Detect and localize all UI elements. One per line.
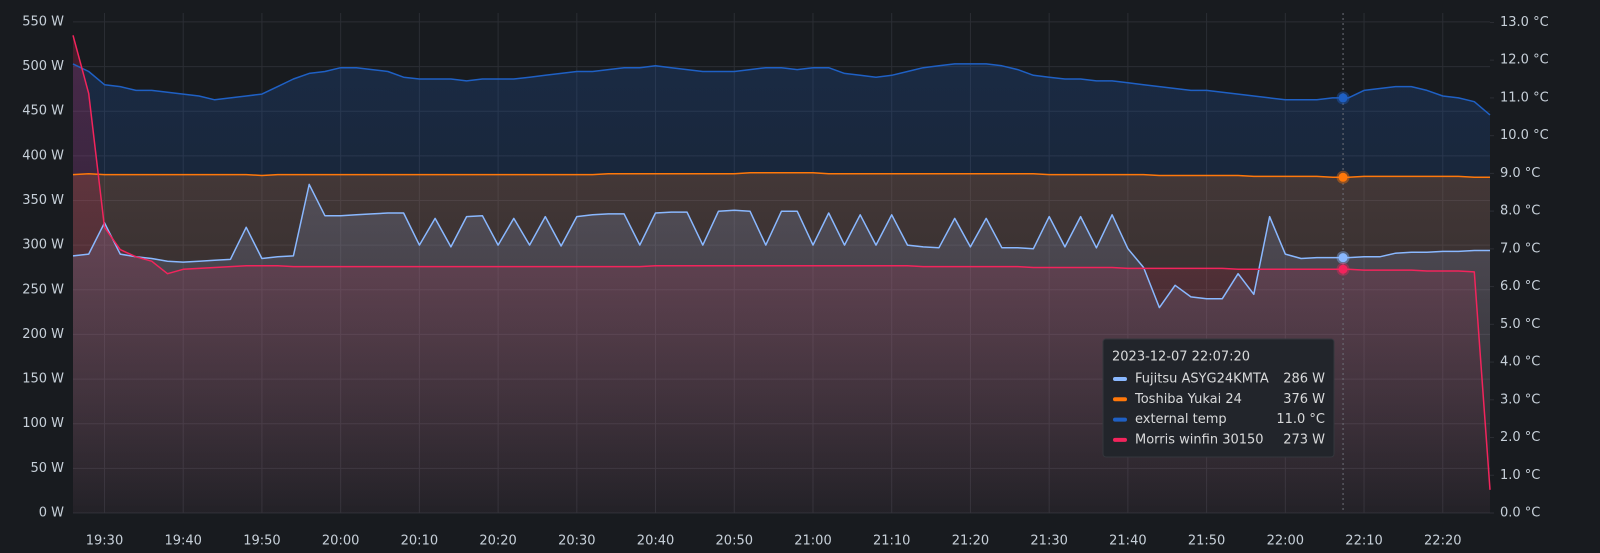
series-line	[72, 183, 1490, 309]
y2-tick-label: 5.0 °C	[1500, 317, 1540, 332]
x-tick-label: 22:00	[1267, 534, 1304, 549]
tooltip-name: external temp	[1135, 412, 1227, 427]
y-tick-label: 500 W	[22, 59, 64, 74]
y2-tick-label: 9.0 °C	[1500, 166, 1540, 181]
tooltip-value: 376 W	[1283, 392, 1325, 407]
tooltip-box	[1102, 338, 1335, 458]
y-tick-label: 350 W	[22, 193, 64, 208]
y2-tick-label: 1.0 °C	[1500, 468, 1540, 483]
y-tick-label: 250 W	[22, 282, 64, 297]
tooltip: 2023-12-07 22:07:20 Fujitsu ASYG24KMTA 286…	[1102, 338, 1335, 458]
x-tick-label: 19:40	[164, 534, 201, 549]
y2-tick-label: 12.0 °C	[1500, 53, 1549, 68]
series-line	[72, 63, 1491, 116]
tooltip-value: 273 W	[1283, 432, 1325, 447]
x-tick-label: 22:10	[1345, 534, 1382, 549]
y-tick-label: 400 W	[22, 148, 64, 163]
y2-tick-label: 4.0 °C	[1500, 355, 1540, 370]
tooltip-swatch	[1113, 437, 1127, 442]
tooltip-swatch	[1113, 377, 1127, 381]
x-tick-label: 20:30	[558, 534, 595, 549]
y-tick-label: 150 W	[22, 372, 64, 387]
x-tick-label: 21:20	[952, 534, 989, 549]
x-tick-label: 20:50	[716, 534, 753, 549]
axes: 0 W 50 W 100 W 150 W 200 W 250 W 300 W 350 W 400…	[22, 14, 1548, 548]
y-tick-label: 50 W	[30, 461, 64, 476]
x-tick-label: 19:30	[86, 534, 123, 549]
y-tick-label: 550 W	[22, 14, 64, 29]
tooltip-value: 286 W	[1283, 372, 1325, 387]
tooltip-name: Morris winfin 30150	[1135, 432, 1264, 447]
x-tick-label: 21:10	[873, 534, 910, 549]
x-tick-label: 19:50	[243, 534, 280, 549]
x-tick-label: 20:20	[479, 534, 516, 549]
y-tick-label: 450 W	[22, 104, 64, 119]
y2-tick-label: 13.0 °C	[1500, 15, 1549, 30]
hover-point	[1336, 262, 1350, 276]
y2-tick-label: 7.0 °C	[1500, 241, 1540, 256]
tooltip-swatch	[1113, 397, 1127, 402]
hover-point	[1336, 91, 1350, 105]
tooltip-title: 2023-12-07 22:07:20	[1112, 350, 1250, 365]
y2-tick-label: 3.0 °C	[1500, 392, 1540, 407]
y-tick-label: 300 W	[22, 238, 64, 253]
x-tick-label: 20:10	[401, 534, 438, 549]
x-tick-label: 20:00	[322, 534, 359, 549]
x-tick-label: 21:30	[1030, 534, 1067, 549]
y2-tick-label: 8.0 °C	[1500, 204, 1540, 219]
lines	[72, 35, 1491, 490]
series-line	[72, 35, 1491, 490]
y-tick-label: 200 W	[22, 327, 64, 342]
y2-tick-label: 2.0 °C	[1500, 430, 1540, 445]
hover-point	[1336, 251, 1350, 265]
y2-tick-label: 10.0 °C	[1500, 128, 1549, 143]
x-tick-label: 21:50	[1188, 534, 1225, 549]
hover-point	[1336, 170, 1350, 184]
y-tick-label: 100 W	[22, 416, 64, 431]
y2-tick-label: 0.0 °C	[1500, 506, 1540, 521]
x-tick-label: 20:40	[637, 534, 674, 549]
x-tick-label: 22:20	[1424, 534, 1461, 549]
tooltip-swatch	[1113, 417, 1127, 422]
y-tick-label: 0 W	[39, 506, 64, 521]
x-tick-label: 21:40	[1109, 534, 1146, 549]
y2-tick-label: 6.0 °C	[1500, 279, 1540, 294]
hover	[1336, 13, 1350, 513]
y2-tick-label: 11.0 °C	[1500, 90, 1549, 105]
series-line	[72, 172, 1490, 179]
tooltip-value: 11.0 °C	[1276, 412, 1325, 427]
tooltip-name: Toshiba Yukai 24	[1134, 392, 1242, 407]
tooltip-name: Fujitsu ASYG24KMTA	[1135, 372, 1269, 387]
x-tick-label: 21:00	[794, 534, 831, 549]
